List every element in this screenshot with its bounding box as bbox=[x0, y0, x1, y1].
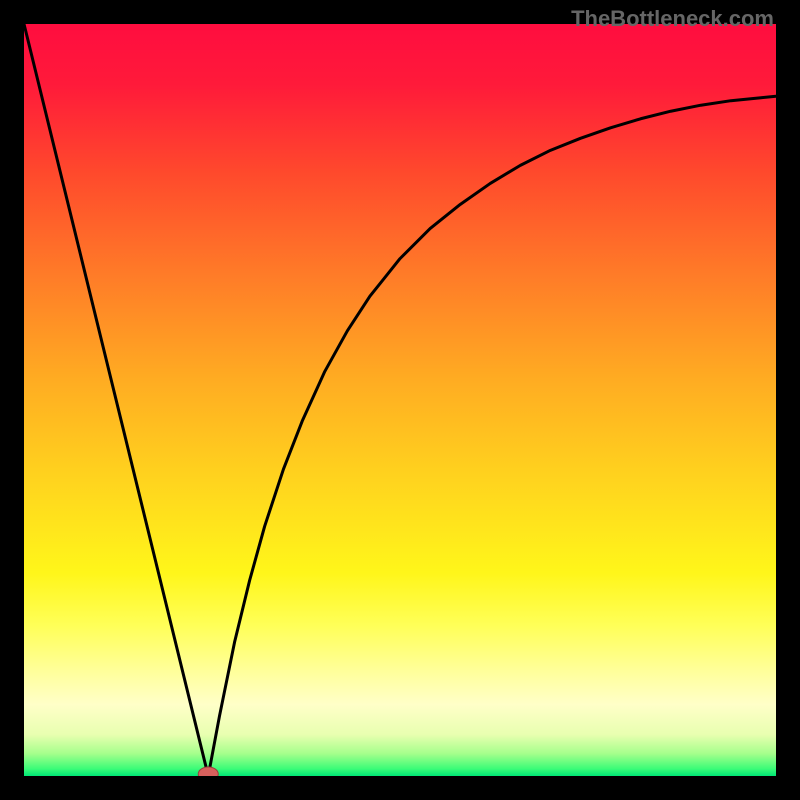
minimum-marker bbox=[198, 767, 218, 776]
curve-layer bbox=[24, 24, 776, 776]
chart-container: TheBottleneck.com bbox=[0, 0, 800, 800]
watermark-text: TheBottleneck.com bbox=[571, 6, 774, 32]
curve-right-segment bbox=[208, 96, 776, 776]
plot-area bbox=[24, 24, 776, 776]
curve-left-segment bbox=[24, 24, 208, 776]
